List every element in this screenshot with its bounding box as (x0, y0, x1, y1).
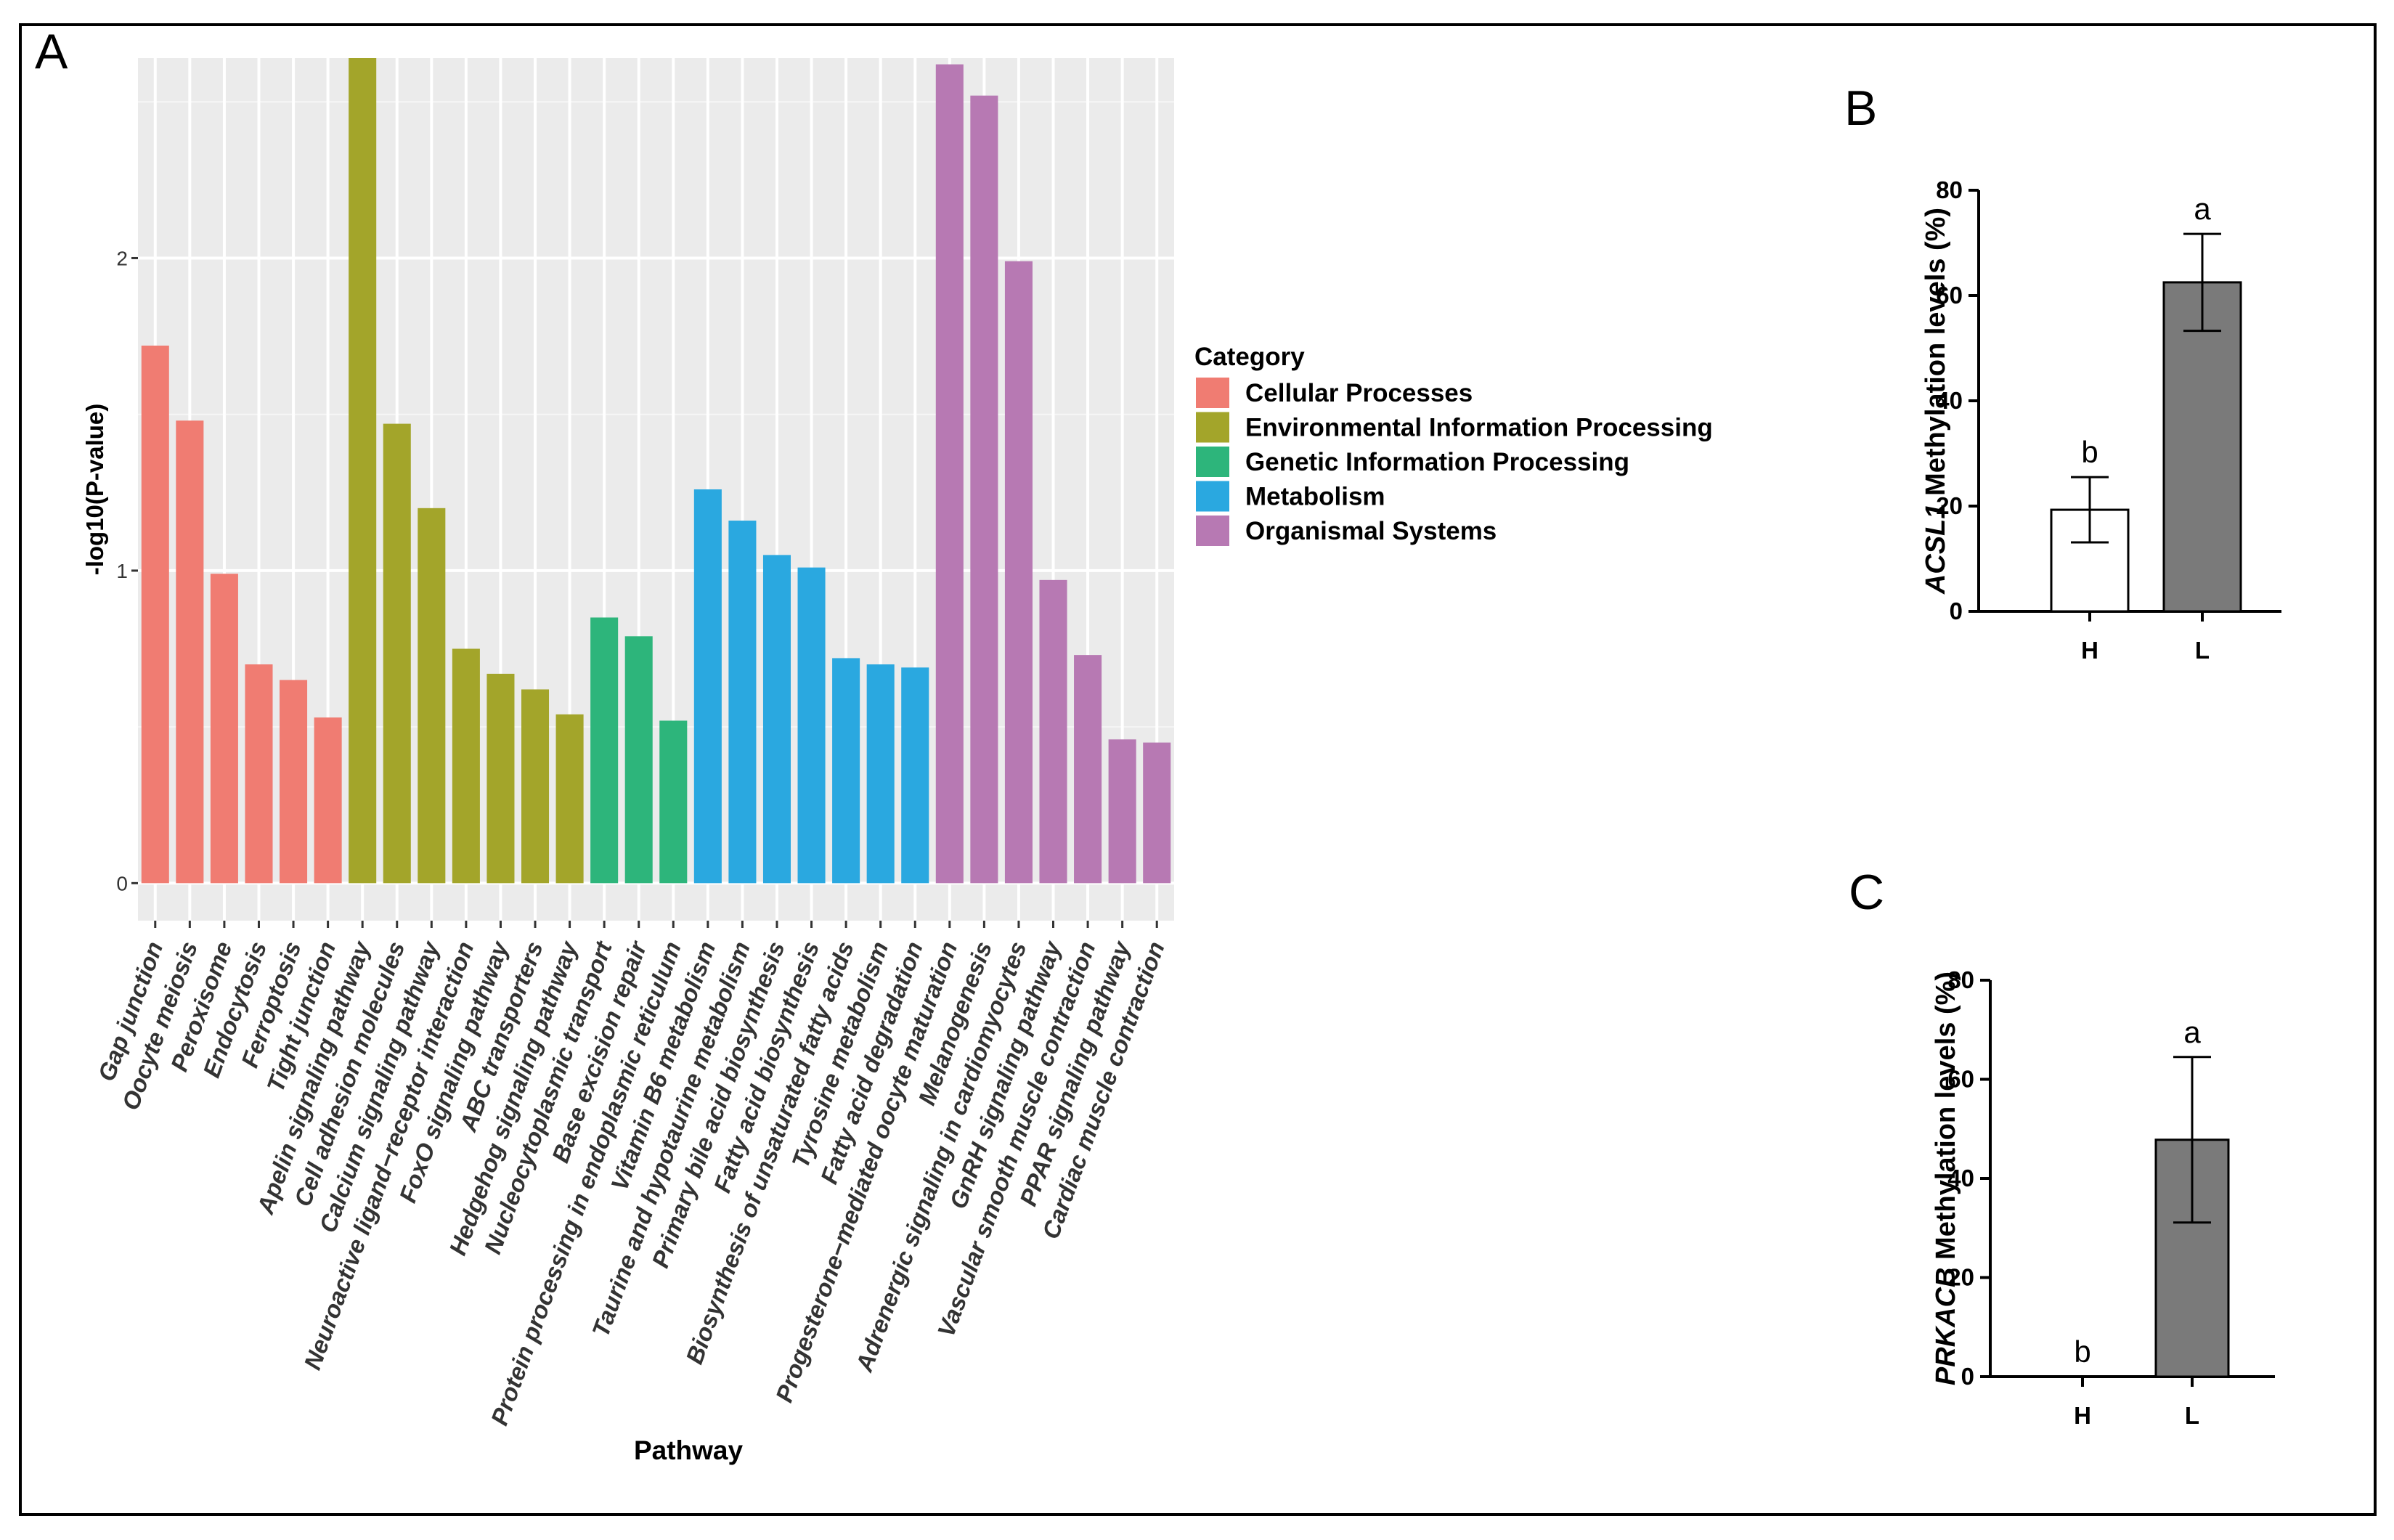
legend-label: Genetic Information Processing (1245, 448, 1629, 476)
bar (935, 64, 964, 884)
y-axis-title-suffix: Methylation levels (%) (1921, 208, 1951, 504)
significance-letter: a (2183, 1015, 2201, 1049)
prkacb-methylation-chart: 0 20 40 60 80 Hb La PRKACB Methylation levels (… (1931, 966, 2275, 1429)
bar (349, 58, 377, 884)
bar (659, 720, 688, 884)
bar (866, 664, 895, 884)
bar (314, 717, 342, 884)
bar (280, 680, 308, 884)
bar (521, 689, 550, 884)
bar (590, 617, 619, 884)
gene-name: ACSL1 (1921, 503, 1951, 595)
bar (141, 346, 169, 884)
bar (245, 664, 273, 884)
y-axis-title: ACSL1 Methylation levels (%) (1921, 208, 1951, 595)
plot-panel (138, 58, 1174, 921)
bar (486, 673, 515, 884)
y-tick-label: 40 (1947, 1165, 1974, 1191)
bar (452, 648, 480, 884)
figure-frame (19, 23, 2377, 1516)
significance-letter: a (2194, 192, 2211, 226)
bar (797, 567, 826, 884)
acsl1-methylation-chart: 0 20 40 60 80 Hb La ACSL1 Methylation levels (%… (1921, 176, 2281, 664)
panel-label-c: C (1849, 865, 1884, 920)
y-axis-title: PRKACB Methylation levels (%) (1931, 971, 1961, 1385)
y-tick-label: 60 (1936, 282, 1963, 309)
bar (762, 555, 791, 884)
legend-label: Environmental Information Processing (1245, 414, 1713, 442)
bar (624, 636, 653, 884)
legend-swatch (1196, 447, 1229, 477)
bar (1074, 655, 1102, 884)
bar (383, 423, 411, 884)
bar (970, 95, 998, 884)
bar (555, 714, 584, 884)
y-tick-label: 0 (116, 872, 128, 895)
x-tick-label: H (2081, 637, 2098, 664)
legend-swatch (1196, 516, 1229, 546)
x-tick-label: L (2185, 1402, 2199, 1429)
y-axis-title: -log10(P-value) (81, 404, 108, 576)
legend-swatch (1196, 412, 1229, 443)
legend-label: Metabolism (1245, 483, 1385, 511)
panel-label-a: A (35, 24, 68, 79)
y-tick-label: 40 (1936, 387, 1963, 414)
y-tick-label: 80 (1947, 966, 1974, 993)
y-tick-label: 20 (1947, 1264, 1974, 1291)
y-axis-title-suffix: Methylation levels (%) (1931, 971, 1961, 1268)
bar (1039, 579, 1067, 884)
bar (2162, 281, 2242, 613)
legend-label: Cellular Processes (1245, 379, 1473, 407)
gene-name: PRKACB (1931, 1267, 1961, 1385)
bar (832, 658, 860, 884)
legend-label: Organismal Systems (1245, 517, 1497, 545)
significance-letter: b (2081, 435, 2098, 469)
significance-letter: b (2074, 1335, 2090, 1369)
x-tick-label: H (2074, 1402, 2091, 1429)
bar (728, 521, 757, 884)
y-tick-label: 20 (1936, 492, 1963, 519)
y-tick-label: 80 (1936, 176, 1963, 203)
legend-title: Category (1194, 343, 1305, 371)
y-tick-label: 60 (1947, 1066, 1974, 1093)
legend-swatch (1196, 378, 1229, 408)
y-tick-label: 1 (116, 560, 128, 582)
y-tick-label: 2 (116, 247, 128, 269)
bar (1143, 742, 1171, 884)
bar (1108, 739, 1136, 884)
category-legend: Category Cellular Processes Environmental … (1194, 343, 1713, 546)
x-axis-title: Pathway (634, 1435, 744, 1465)
y-tick-label: 0 (1950, 598, 1963, 624)
bar (693, 489, 722, 884)
bar (418, 508, 446, 884)
bar (176, 420, 204, 884)
bar (1004, 261, 1033, 884)
panel-label-b: B (1844, 81, 1877, 136)
x-tick-label: L (2195, 637, 2210, 664)
y-tick-label: 0 (1961, 1363, 1974, 1390)
legend-swatch (1196, 481, 1229, 512)
bar (901, 667, 929, 884)
bar (210, 574, 238, 884)
